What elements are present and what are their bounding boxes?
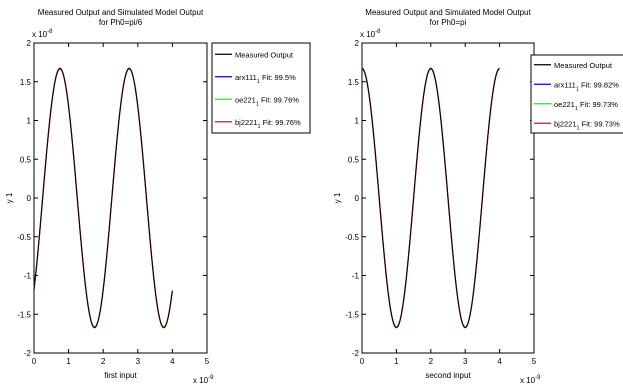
series-line-measured-output [361, 68, 500, 328]
y-tick-label: 1.5 [348, 78, 360, 87]
x-axis-label: second input [425, 371, 471, 380]
y-tick-label: -1 [352, 272, 360, 281]
y-tick-label: -0.5 [345, 233, 359, 242]
y-exponent-label: x 10-8 [360, 29, 381, 39]
legend-entry: bj22211 Fit: 99.76% [235, 118, 301, 130]
chart-2: Measured Output and Simulated Model Outp… [333, 8, 623, 385]
y-tick-label: 0 [27, 194, 32, 203]
y-tick-label: -1 [24, 272, 32, 281]
x-tick-label: 2 [101, 357, 106, 366]
y-tick-label: -1.5 [17, 310, 31, 319]
axes-box [33, 42, 208, 354]
x-tick-label: 5 [532, 357, 537, 366]
x-axis-label: first input [104, 371, 137, 380]
legend-entry: oe2211 Fit: 99.73% [554, 100, 618, 112]
y-tick-label: -2 [24, 349, 32, 358]
legend-entry: oe2211 Fit: 99.76% [235, 95, 299, 107]
x-tick-label: 2 [429, 357, 434, 366]
y-tick-label: 0 [355, 194, 360, 203]
legend-box [530, 54, 623, 134]
y-tick-label: 0.5 [20, 155, 32, 164]
y-axis-label: y 1 [5, 192, 14, 203]
x-tick-label: 1 [394, 357, 399, 366]
x-tick-label: 1 [66, 357, 71, 366]
y-tick-label: -2 [352, 349, 360, 358]
series-line-measured-output [33, 68, 173, 328]
y-tick-label: -1.5 [345, 310, 359, 319]
x-tick-label: 0 [32, 357, 37, 366]
x-tick-label: 3 [136, 357, 141, 366]
y-tick-label: 1.5 [20, 78, 32, 87]
y-tick-label: 2 [355, 39, 360, 48]
y-tick-label: 1 [355, 117, 360, 126]
legend-entry: Measured Output [235, 50, 294, 59]
legend-box [211, 42, 311, 134]
chart-title-line-2: for Ph0=pi/6 [99, 18, 143, 27]
y-tick-label: -0.5 [17, 233, 31, 242]
y-tick-label: 0.5 [348, 155, 360, 164]
x-exponent-label: x 10-9 [193, 375, 214, 385]
y-tick-label: 2 [27, 39, 32, 48]
y-exponent-label: x 10-8 [32, 29, 53, 39]
legend-entry: arx1111 Fit: 99.5% [235, 73, 296, 85]
chart-title-line-1: Measured Output and Simulated Model Outp… [365, 8, 531, 17]
chart-title-line-1: Measured Output and Simulated Model Outp… [38, 8, 204, 17]
legend-entry: Measured Output [554, 61, 613, 70]
chart-title-line-2: for Ph0=pi [430, 18, 467, 27]
chart-1: Measured Output and Simulated Model Outp… [5, 8, 311, 385]
y-tick-label: 1 [27, 117, 32, 126]
x-tick-label: 4 [497, 357, 502, 366]
x-tick-label: 0 [360, 357, 365, 366]
y-axis-label: y 1 [333, 192, 342, 203]
x-tick-label: 5 [205, 357, 210, 366]
legend-entry: arx1111 Fit: 99.82% [554, 80, 619, 92]
legend-entry: bj22211 Fit: 99.73% [554, 119, 620, 131]
x-tick-label: 4 [170, 357, 175, 366]
legend: Measured Output arx1111 Fit: 99.82% oe2211… [530, 54, 623, 134]
x-tick-label: 3 [463, 357, 468, 366]
legend: Measured Output arx1111 Fit: 99.5% oe2211 … [211, 42, 311, 134]
x-exponent-label: x 10-9 [520, 375, 541, 385]
